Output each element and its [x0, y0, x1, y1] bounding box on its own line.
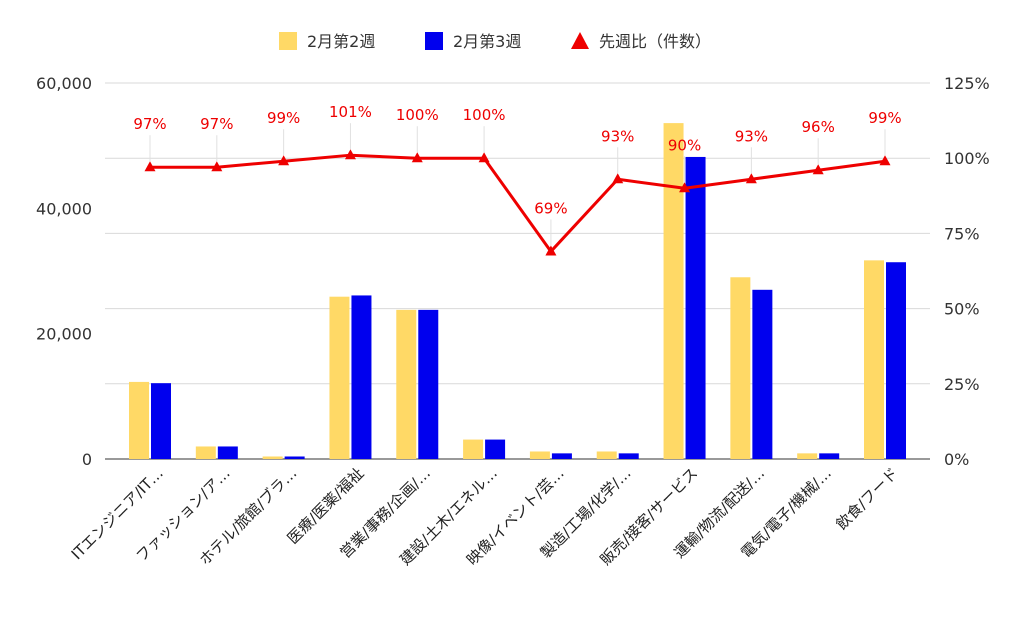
bar-3rd-week [418, 309, 439, 459]
ratio-point [411, 152, 423, 163]
ratio-label: 100% [463, 106, 506, 124]
category-labels: ITエンジニア/IT…ファッション/ア…ホテル/旅館/ブラ…医療/医薬/福祉営業… [68, 464, 902, 569]
ratio-point [545, 245, 557, 256]
bar-2nd-week [864, 260, 884, 459]
legend-ratio-swatch [571, 32, 589, 49]
bar-3rd-week [351, 295, 372, 459]
ratio-label: 99% [868, 109, 901, 127]
bar-2nd-week [730, 277, 751, 459]
bar-3rd-week [886, 262, 906, 459]
bar-2nd-week [262, 456, 283, 459]
bar-2nd-week [663, 123, 684, 460]
bar-3rd-week [618, 453, 639, 459]
left-tick-label: 60,000 [36, 74, 92, 93]
ratio-label: 97% [133, 115, 166, 133]
ratio-point [745, 173, 757, 184]
legend-2nd-week-label: 2月第2週 [307, 32, 375, 51]
bar-2nd-week [463, 439, 484, 459]
ratio-line-path [150, 153, 886, 253]
bar-2nd-week [396, 309, 417, 459]
legend-ratio-label: 先週比（件数） [599, 32, 711, 51]
right-tick-label: 75% [944, 224, 980, 243]
left-tick-label: 20,000 [36, 325, 92, 344]
ratio-label: 99% [267, 109, 300, 127]
legend-3rd-week-label: 2月第3週 [453, 32, 521, 51]
ratio-point [612, 173, 624, 184]
ratio-label: 90% [668, 136, 701, 154]
right-tick-label: 50% [944, 300, 980, 319]
right-tick-label: 0% [944, 450, 969, 469]
gridlines [105, 82, 930, 460]
ratio-point [679, 182, 691, 193]
ratio-point [344, 149, 356, 160]
ratio-label: 93% [735, 127, 768, 145]
bar-2nd-week [329, 296, 350, 459]
bar-3rd-week [551, 453, 572, 459]
ratio-point [478, 152, 490, 163]
ratio-point [144, 161, 156, 172]
bar-3rd-week [752, 289, 773, 459]
bar-2nd-week [129, 381, 149, 459]
right-axis-ticks: 0% 25% 50% 75% 100% 125% [944, 74, 990, 469]
left-axis-ticks: 0 20,000 40,000 60,000 [36, 74, 92, 469]
ratio-label: 93% [601, 127, 634, 145]
left-tick-label: 0 [82, 450, 92, 469]
ratio-point [879, 155, 891, 166]
bar-3rd-week [151, 383, 171, 459]
ratio-label: 97% [200, 115, 233, 133]
bar-3rd-week [485, 439, 506, 459]
ratio-label: 96% [802, 118, 835, 136]
right-tick-label: 125% [944, 74, 990, 93]
legend-2nd-week-swatch [279, 32, 297, 50]
bar-3rd-week [819, 453, 840, 459]
ratio-point [211, 161, 223, 172]
ratio-label: 100% [396, 106, 439, 124]
bar-3rd-week [217, 446, 238, 459]
bar-3rd-week [685, 156, 706, 460]
bar-2nd-week [529, 451, 550, 459]
bar-2nd-week [596, 451, 617, 459]
legend: 2月第2週 2月第3週 先週比（件数） [279, 32, 711, 51]
category-label: 飲食/フード [832, 464, 901, 533]
right-tick-label: 25% [944, 375, 980, 394]
legend-3rd-week-swatch [425, 32, 443, 50]
bar-3rd-week [284, 456, 305, 459]
ratio-point [278, 155, 290, 166]
ratio-point [812, 164, 824, 175]
bar-2nd-week [195, 446, 216, 459]
left-tick-label: 40,000 [36, 199, 92, 218]
bar-2nd-week [797, 453, 818, 459]
ratio-line: 97% 97% 99% 101% 100% 100% 69% 93% 90% 93% 96% 99% [133, 103, 902, 256]
ratio-label: 69% [534, 199, 567, 217]
bars [129, 123, 906, 460]
ratio-label: 101% [329, 103, 372, 121]
right-tick-label: 100% [944, 149, 990, 168]
